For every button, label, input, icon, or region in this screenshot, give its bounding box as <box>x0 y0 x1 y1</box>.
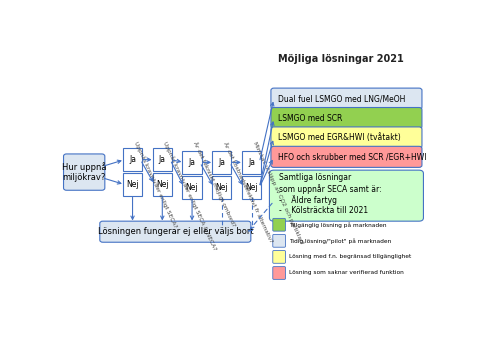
Text: Lösningen fungerar ej eller väljs bort: Lösningen fungerar ej eller väljs bort <box>97 227 253 236</box>
FancyBboxPatch shape <box>271 146 422 167</box>
Text: LSMGO med EGR&HWI (tvåtakt): LSMGO med EGR&HWI (tvåtakt) <box>278 133 401 142</box>
FancyBboxPatch shape <box>242 176 261 199</box>
Text: Nej: Nej <box>156 180 168 189</box>
FancyBboxPatch shape <box>273 251 286 263</box>
Text: Uppnås kravnivåer enligt SECA & NECA?: Uppnås kravnivåer enligt SECA & NECA? <box>162 141 218 251</box>
FancyBboxPatch shape <box>153 148 172 171</box>
Text: HFO och skrubber med SCR /EGR+HWI: HFO och skrubber med SCR /EGR+HWI <box>278 152 427 161</box>
FancyBboxPatch shape <box>271 88 422 109</box>
Text: Hur uppnå
miljökrav?: Hur uppnå miljökrav? <box>62 162 107 182</box>
FancyBboxPatch shape <box>273 219 286 231</box>
FancyBboxPatch shape <box>123 173 142 196</box>
FancyBboxPatch shape <box>63 154 105 190</box>
Text: Ja: Ja <box>189 158 195 167</box>
Text: Möjliga lösningar 2021: Möjliga lösningar 2021 <box>278 54 404 64</box>
FancyBboxPatch shape <box>123 148 142 171</box>
Text: Samtliga lösningar
som uppnår SECA samt är:
-    Äldre fartyg
-    Kölsträckta t: Samtliga lösningar som uppnår SECA samt … <box>279 173 382 215</box>
FancyBboxPatch shape <box>273 267 286 279</box>
Text: Är det kostnadseffektivt fr alternativ?: Är det kostnadseffektivt fr alternativ? <box>222 141 273 243</box>
Text: LSMGO med SCR: LSMGO med SCR <box>278 113 343 122</box>
FancyBboxPatch shape <box>269 170 423 221</box>
Text: Minskas utsläpp av CO2 och partiklar?: Minskas utsläpp av CO2 och partiklar? <box>252 141 304 245</box>
FancyBboxPatch shape <box>212 151 231 174</box>
Text: Ja: Ja <box>159 155 166 164</box>
Text: Ja: Ja <box>129 155 136 164</box>
FancyBboxPatch shape <box>100 221 251 242</box>
Text: Är det tekniskt möjligt ombord?: Är det tekniskt möjligt ombord? <box>192 140 237 228</box>
Text: Nej: Nej <box>245 183 258 192</box>
Text: Nej: Nej <box>126 180 139 189</box>
FancyBboxPatch shape <box>182 176 202 199</box>
FancyBboxPatch shape <box>153 173 172 196</box>
Text: Tidig lösning/"pilot" på marknaden: Tidig lösning/"pilot" på marknaden <box>289 238 391 244</box>
FancyBboxPatch shape <box>271 108 422 129</box>
Text: Ja: Ja <box>248 158 255 167</box>
Text: Tillgänglig lösning på marknaden: Tillgänglig lösning på marknaden <box>289 222 386 228</box>
Text: Ja: Ja <box>218 158 225 167</box>
FancyBboxPatch shape <box>271 127 422 148</box>
Text: Lösning som saknar verifierad funktion: Lösning som saknar verifierad funktion <box>289 270 404 275</box>
Text: Lösning med f.n. begränsad tillgänglighet: Lösning med f.n. begränsad tillgänglighe… <box>289 255 411 260</box>
FancyBboxPatch shape <box>242 151 261 174</box>
Text: Dual fuel LSMGO med LNG/MeOH: Dual fuel LSMGO med LNG/MeOH <box>278 94 406 103</box>
Text: Nej: Nej <box>186 183 198 192</box>
FancyBboxPatch shape <box>273 234 286 247</box>
Text: Nej: Nej <box>216 183 228 192</box>
FancyBboxPatch shape <box>182 151 202 174</box>
FancyBboxPatch shape <box>212 176 231 199</box>
Text: Uppnås kravnivåer enligt SECA?: Uppnås kravnivåer enligt SECA? <box>132 141 178 229</box>
